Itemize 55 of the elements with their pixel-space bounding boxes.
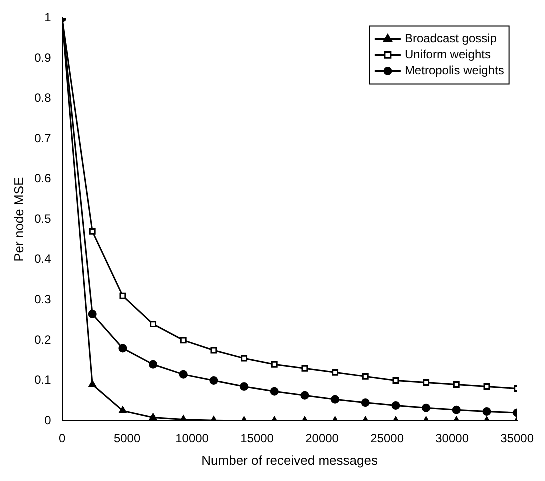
point bbox=[118, 344, 128, 353]
x-tick-label: 25000 bbox=[370, 432, 404, 446]
point bbox=[241, 355, 248, 362]
y-tick-label: 0 bbox=[44, 413, 52, 428]
y-axis-title: Per node MSE bbox=[11, 177, 26, 262]
y-tick-label: 0.9 bbox=[34, 50, 52, 65]
point bbox=[210, 376, 218, 385]
x-tick-label: 0 bbox=[58, 432, 66, 446]
legend-label: Broadcast gossip bbox=[404, 32, 498, 46]
legend-label: Uniform weights bbox=[404, 48, 491, 62]
point bbox=[423, 380, 430, 386]
point bbox=[88, 310, 97, 319]
x-tick-label: 15000 bbox=[240, 432, 274, 446]
y-tick-label: 0.1 bbox=[34, 373, 52, 388]
point bbox=[270, 387, 279, 396]
y-tick-label: 0.8 bbox=[34, 91, 52, 106]
y-tick-label: 1 bbox=[44, 10, 52, 25]
legend-label: Metropolis weights bbox=[404, 64, 504, 78]
point bbox=[362, 373, 369, 380]
point bbox=[88, 380, 96, 388]
y-tick-label: 0.3 bbox=[34, 292, 52, 306]
point bbox=[453, 382, 460, 388]
point bbox=[482, 407, 492, 416]
point bbox=[119, 406, 127, 414]
x-tick-label: 35000 bbox=[500, 432, 534, 446]
point bbox=[392, 401, 400, 410]
y-tick-label: 0.4 bbox=[34, 252, 52, 266]
point bbox=[422, 404, 431, 412]
y-tick-label: 0.7 bbox=[34, 131, 52, 146]
x-tick-label: 30000 bbox=[436, 432, 470, 446]
x-axis-title: Number of received messages bbox=[202, 452, 378, 468]
point bbox=[120, 292, 126, 300]
point bbox=[210, 347, 218, 354]
point bbox=[331, 395, 340, 404]
x-tick-label: 20000 bbox=[306, 432, 340, 446]
x-tick-label: 5000 bbox=[114, 432, 141, 446]
point bbox=[149, 360, 158, 369]
point bbox=[240, 382, 249, 392]
point bbox=[392, 377, 400, 384]
y-tick-label: 0.6 bbox=[34, 172, 52, 186]
point bbox=[150, 414, 158, 420]
y-tick-label: 0.2 bbox=[34, 332, 52, 347]
point bbox=[150, 321, 157, 328]
point bbox=[484, 384, 490, 390]
point bbox=[271, 361, 278, 368]
point bbox=[361, 398, 370, 408]
point bbox=[89, 228, 96, 235]
point bbox=[302, 365, 308, 372]
point bbox=[452, 406, 461, 414]
point bbox=[179, 370, 188, 379]
y-tick-label: 0.5 bbox=[34, 212, 52, 226]
point bbox=[332, 369, 339, 376]
x-tick-label: 10000 bbox=[176, 432, 210, 446]
point bbox=[180, 337, 187, 344]
point bbox=[300, 391, 310, 400]
